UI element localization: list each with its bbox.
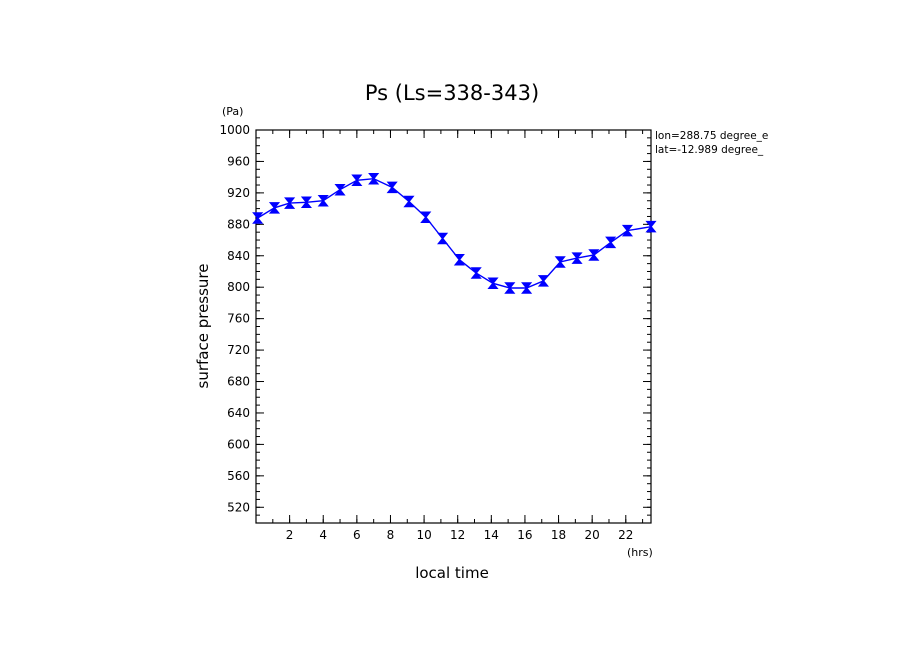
y-tick-label: 640 [227,406,250,420]
data-point [386,181,398,194]
y-tick-label: 800 [227,280,250,294]
x-tick-label: 14 [484,528,499,542]
y-unit-label: (Pa) [222,105,243,118]
data-point [571,252,583,264]
y-tick-label: 880 [227,217,250,231]
data-point [252,212,264,224]
data-point [420,211,432,223]
chart-title: Ps (Ls=338-343) [365,81,539,105]
y-tick-label: 760 [227,312,250,326]
x-tick-label: 18 [551,528,566,542]
data-point [504,282,516,294]
y-tick-label: 680 [227,375,250,389]
data-point [605,236,617,249]
data-point [268,202,281,214]
lat-annotation: lat=-12.989 degree_ [655,144,764,156]
data-point [403,195,415,208]
data-point [588,249,600,261]
data-point [284,197,296,209]
x-tick-label: 2 [286,528,294,542]
x-axis-label: local time [415,564,489,582]
y-tick-label: 960 [227,154,250,168]
y-tick-label: 720 [227,343,250,357]
data-point [300,196,312,209]
y-tick-label: 840 [227,249,250,263]
x-tick-label: 8 [387,528,395,542]
x-tick-label: 10 [416,528,431,542]
y-axis-label: surface pressure [194,264,212,389]
data-point [537,275,549,287]
y-tick-label: 560 [227,469,250,483]
data-point [317,194,329,207]
x-unit-label: (hrs) [627,546,653,559]
data-point [554,256,566,268]
x-tick-label: 16 [517,528,532,542]
data-point [368,172,380,185]
x-tick-label: 22 [618,528,633,542]
data-point [645,220,657,233]
x-tick-label: 12 [450,528,465,542]
y-tick-label: 1000 [219,123,250,137]
data-point [487,277,499,290]
data-point [470,267,482,279]
x-tick-label: 6 [353,528,361,542]
lon-annotation: lon=288.75 degree_e [655,130,768,142]
x-tick-label: 20 [585,528,600,542]
data-point [334,183,346,196]
x-tick-label: 4 [319,528,327,542]
series-line [257,177,652,289]
data-point [351,174,363,187]
data-point [621,224,634,237]
data-point [437,232,449,245]
y-tick-label: 920 [227,186,250,200]
y-tick-label: 600 [227,437,250,451]
y-tick-label: 520 [227,500,250,514]
data-point [521,282,533,294]
data-point [453,253,465,266]
plot-frame [255,129,652,524]
